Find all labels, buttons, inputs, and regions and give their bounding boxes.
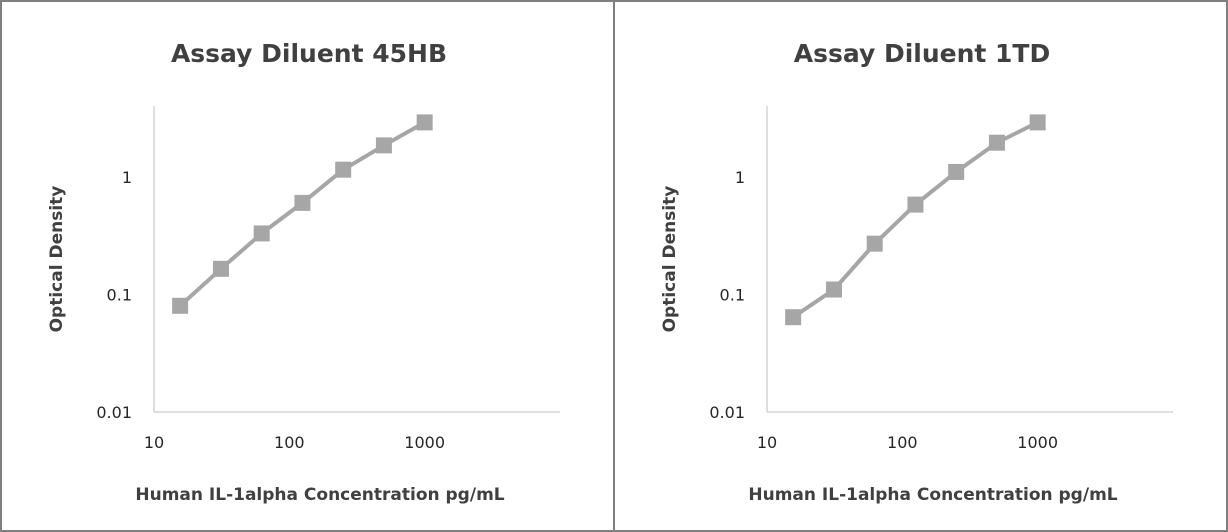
x-tick-label: 1000 <box>1017 433 1058 452</box>
x-tick-label: 100 <box>887 433 918 452</box>
y-tick-label: 0.1 <box>720 285 745 304</box>
data-point <box>825 281 842 298</box>
data-point <box>375 137 392 154</box>
data-point <box>866 235 883 252</box>
y-tick-label: 0.1 <box>107 285 132 304</box>
chart-svg: Assay Diluent 45HB 0.01 0.1 1 10 100 1000 Hum… <box>47 39 560 505</box>
y-axis-title: Optical Density <box>660 186 680 333</box>
data-point <box>416 114 433 131</box>
chart-title: Assay Diluent 45HB <box>171 39 447 68</box>
x-axis-title: Human IL-1alpha Concentration pg/mL <box>135 485 504 505</box>
data-point <box>1029 114 1046 131</box>
data-point <box>948 163 965 180</box>
y-tick-label: 1 <box>735 168 745 187</box>
x-tick-label: 10 <box>757 433 777 452</box>
y-tick-label: 0.01 <box>96 403 132 422</box>
data-point <box>294 194 311 211</box>
data-point <box>907 196 924 213</box>
data-point <box>212 260 229 277</box>
data-point <box>785 309 802 326</box>
plot-area: 0.01 0.1 1 10 100 1000 <box>709 106 1173 452</box>
chart-title: Assay Diluent 1TD <box>794 39 1051 68</box>
chart-panel-assay-diluent-1td: Assay Diluent 1TD 0.01 0.1 1 10 100 1000 Huma… <box>613 0 1228 532</box>
x-axis-title: Human IL-1alpha Concentration pg/mL <box>748 485 1117 505</box>
x-tick-label: 100 <box>274 433 305 452</box>
chart-panel-assay-diluent-45hb: Assay Diluent 45HB 0.01 0.1 1 10 100 1000 Hum… <box>0 0 615 532</box>
y-axis-title: Optical Density <box>47 186 67 333</box>
x-tick-label: 10 <box>144 433 164 452</box>
data-point <box>988 134 1005 151</box>
y-tick-label: 1 <box>122 168 132 187</box>
data-point <box>172 297 189 314</box>
chart-svg: Assay Diluent 1TD 0.01 0.1 1 10 100 1000 Huma… <box>660 39 1173 505</box>
data-point <box>253 225 270 242</box>
y-tick-label: 0.01 <box>709 403 745 422</box>
x-tick-label: 1000 <box>404 433 445 452</box>
plot-area: 0.01 0.1 1 10 100 1000 <box>96 106 560 452</box>
data-point <box>335 161 352 178</box>
